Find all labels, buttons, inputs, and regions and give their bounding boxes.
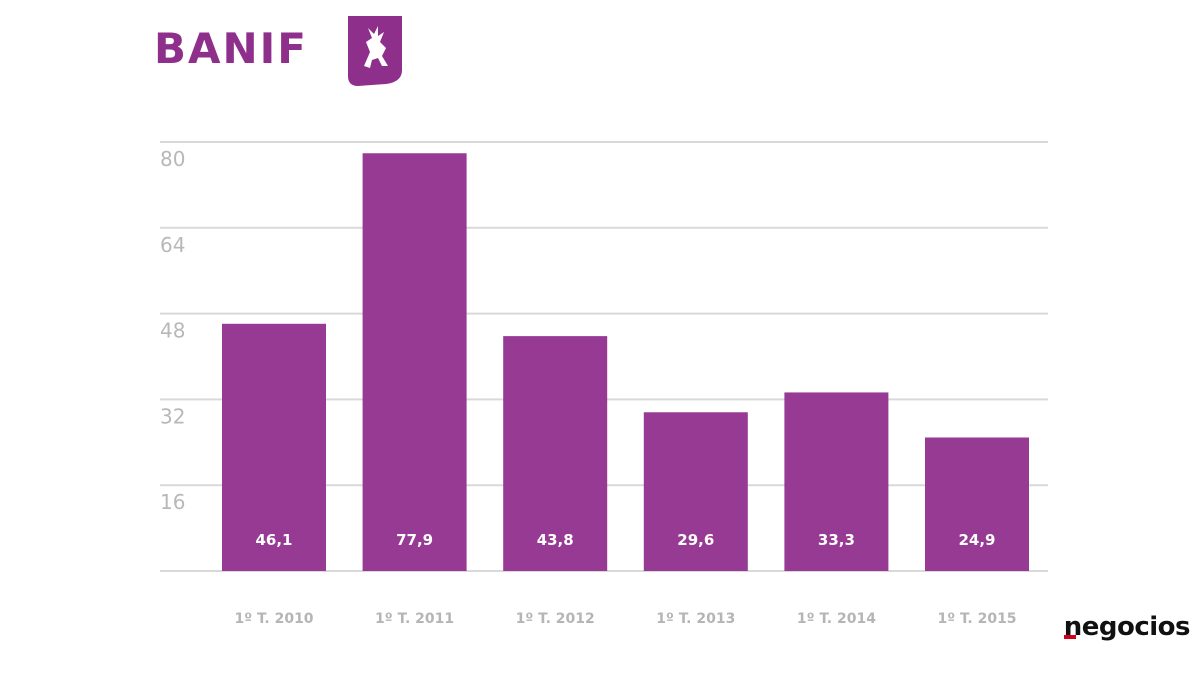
- data-label: 46,1: [255, 531, 292, 549]
- data-label: 33,3: [818, 531, 855, 549]
- x-tick-label: 1º T. 2014: [797, 611, 876, 627]
- y-tick-label: 16: [160, 490, 185, 514]
- brand-logo: BANIF: [150, 6, 410, 90]
- value-labels: 46,1 77,9 43,8 29,6 33,3 24,9: [255, 531, 995, 549]
- x-tick-label: 1º T. 2012: [516, 611, 595, 627]
- bar: [222, 323, 326, 571]
- y-tick-label: 64: [160, 233, 185, 257]
- x-tick-label: 1º T. 2011: [375, 611, 454, 627]
- data-label: 24,9: [958, 531, 995, 549]
- stag-emblem-icon: [348, 16, 402, 86]
- x-axis-categories: 1º T. 2010 1º T. 2011 1º T. 2012 1º T. 2013…: [234, 611, 1016, 627]
- source-logo: negocios: [1063, 612, 1191, 642]
- bar: [362, 153, 467, 572]
- source-name: negocios: [1063, 612, 1191, 642]
- y-tick-label: 48: [160, 319, 185, 343]
- data-label: 77,9: [396, 531, 433, 549]
- y-tick-label: 80: [160, 147, 185, 171]
- bars: [222, 153, 1029, 572]
- x-tick-label: 1º T. 2010: [234, 611, 313, 627]
- bar: [503, 336, 608, 571]
- y-tick-label: 32: [160, 404, 185, 428]
- x-tick-label: 1º T. 2015: [937, 611, 1016, 627]
- data-label: 29,6: [677, 531, 714, 549]
- y-axis-ticks: 16 32 48 64 80: [160, 147, 185, 514]
- bar: [643, 412, 748, 571]
- source-accent-mark: [1063, 635, 1076, 639]
- x-tick-label: 1º T. 2013: [656, 611, 735, 627]
- brand-name: BANIF: [154, 23, 308, 73]
- bar: [784, 392, 889, 571]
- bar: [925, 437, 1029, 571]
- data-label: 43,8: [537, 531, 574, 549]
